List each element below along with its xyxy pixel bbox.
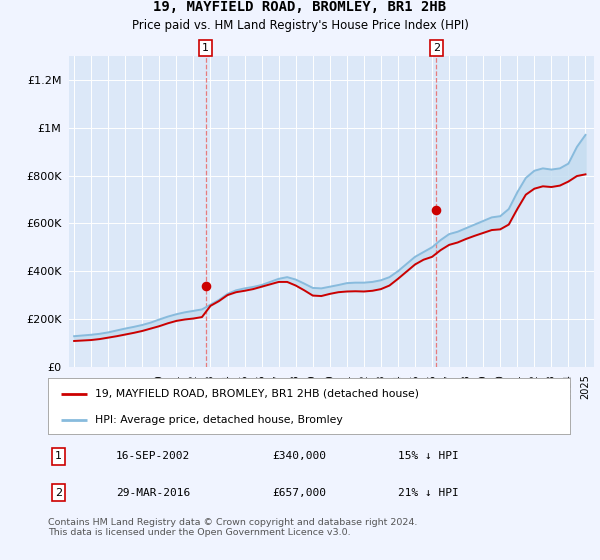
Text: 15% ↓ HPI: 15% ↓ HPI bbox=[398, 451, 458, 461]
Text: 1: 1 bbox=[202, 43, 209, 53]
Text: 19, MAYFIELD ROAD, BROMLEY, BR1 2HB (detached house): 19, MAYFIELD ROAD, BROMLEY, BR1 2HB (det… bbox=[95, 389, 419, 399]
Text: 1: 1 bbox=[55, 451, 62, 461]
Text: 2: 2 bbox=[433, 43, 440, 53]
Text: £657,000: £657,000 bbox=[272, 488, 326, 497]
Point bbox=[201, 281, 211, 290]
Text: 16-SEP-2002: 16-SEP-2002 bbox=[116, 451, 190, 461]
Text: 19, MAYFIELD ROAD, BROMLEY, BR1 2HB: 19, MAYFIELD ROAD, BROMLEY, BR1 2HB bbox=[154, 0, 446, 14]
Point bbox=[431, 206, 441, 214]
Text: £340,000: £340,000 bbox=[272, 451, 326, 461]
Text: 29-MAR-2016: 29-MAR-2016 bbox=[116, 488, 190, 497]
Text: 2: 2 bbox=[55, 488, 62, 497]
Text: 21% ↓ HPI: 21% ↓ HPI bbox=[398, 488, 458, 497]
Text: Price paid vs. HM Land Registry's House Price Index (HPI): Price paid vs. HM Land Registry's House … bbox=[131, 19, 469, 32]
Text: Contains HM Land Registry data © Crown copyright and database right 2024.
This d: Contains HM Land Registry data © Crown c… bbox=[48, 518, 418, 538]
Text: HPI: Average price, detached house, Bromley: HPI: Average price, detached house, Brom… bbox=[95, 415, 343, 425]
